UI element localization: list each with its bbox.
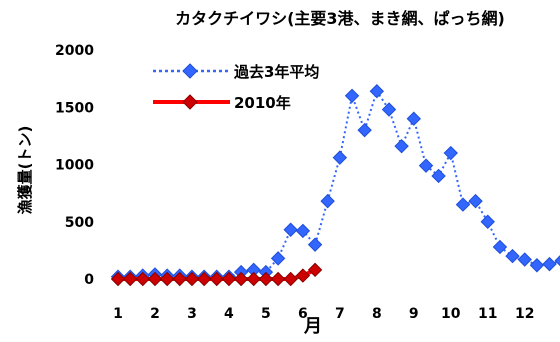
data-point-average — [320, 193, 335, 209]
x-tick-labels: 1 2 3 4 5 6 7 8 9 10 11 12 — [113, 306, 534, 322]
data-point-2010 — [270, 271, 286, 287]
series-2010 — [110, 262, 323, 287]
data-point-average — [369, 84, 385, 99]
y-tick-label: 2000 — [55, 43, 94, 59]
data-point-2010 — [209, 271, 224, 287]
data-point-average — [505, 248, 520, 264]
data-point-2010 — [184, 271, 200, 287]
data-point-2010 — [258, 271, 274, 287]
legend-label-average: 過去3年平均 — [233, 63, 319, 81]
data-point-average — [529, 258, 545, 273]
data-point-average — [455, 197, 471, 212]
data-point-average — [307, 237, 323, 252]
data-point-average — [394, 138, 409, 154]
data-point-2010 — [122, 271, 138, 287]
x-tick-label: 4 — [224, 306, 234, 322]
series-average — [110, 84, 560, 284]
data-point-average — [283, 222, 298, 237]
data-point-average — [406, 111, 422, 126]
plot-area — [110, 84, 560, 287]
y-tick-label: 500 — [65, 215, 94, 231]
data-point-average — [431, 168, 446, 184]
x-tick-label: 9 — [409, 306, 419, 322]
x-tick-label: 2 — [150, 306, 160, 322]
x-axis-label: 月 — [303, 316, 322, 337]
data-point-2010 — [147, 271, 163, 287]
x-tick-label: 1 — [113, 306, 123, 322]
data-point-average — [295, 223, 311, 239]
x-tick-label: 12 — [515, 306, 534, 322]
data-point-average — [468, 193, 483, 209]
data-point-2010 — [246, 271, 261, 287]
legend: 過去3年平均 2010年 — [153, 63, 319, 112]
data-point-2010 — [295, 268, 311, 283]
x-tick-label: 3 — [187, 306, 197, 322]
x-tick-label: 6 — [298, 306, 308, 322]
y-tick-label: 0 — [84, 272, 94, 288]
data-point-2010 — [233, 271, 249, 287]
legend-marker-2010 — [182, 94, 198, 110]
data-point-average — [332, 150, 348, 165]
x-tick-label: 8 — [372, 306, 382, 322]
data-point-average — [480, 214, 495, 229]
data-point-2010 — [283, 271, 298, 287]
data-point-average — [443, 145, 458, 161]
chart-title: カタクチイワシ(主要3港、まき網、ぱっち網) — [175, 9, 505, 28]
y-axis-label: 漁獲量(トン) — [16, 126, 34, 215]
data-point-average — [344, 88, 360, 104]
data-point-average — [357, 122, 372, 138]
data-point-2010 — [135, 271, 150, 287]
data-point-average — [554, 255, 560, 267]
x-tick-label: 10 — [441, 306, 461, 322]
data-point-2010 — [172, 271, 187, 287]
x-tick-label: 11 — [478, 306, 497, 322]
x-tick-label: 5 — [261, 306, 271, 322]
legend-label-2010: 2010年 — [234, 94, 291, 112]
data-point-average — [270, 251, 286, 266]
x-tick-label: 7 — [335, 306, 345, 322]
data-point-2010 — [221, 271, 237, 287]
y-tick-labels: 0 500 1000 1500 2000 — [55, 43, 94, 288]
data-point-2010 — [196, 271, 212, 287]
y-tick-label: 1000 — [55, 158, 94, 174]
series-line-average — [118, 88, 560, 278]
data-point-2010 — [159, 271, 175, 287]
data-point-average — [517, 252, 532, 267]
data-point-average — [381, 102, 397, 117]
data-point-2010 — [110, 271, 126, 287]
data-point-average — [418, 158, 434, 173]
data-point-2010 — [307, 262, 323, 278]
legend-marker-average — [182, 63, 198, 79]
data-point-average — [542, 256, 557, 272]
data-point-average — [492, 239, 508, 255]
y-tick-label: 1500 — [55, 100, 94, 116]
